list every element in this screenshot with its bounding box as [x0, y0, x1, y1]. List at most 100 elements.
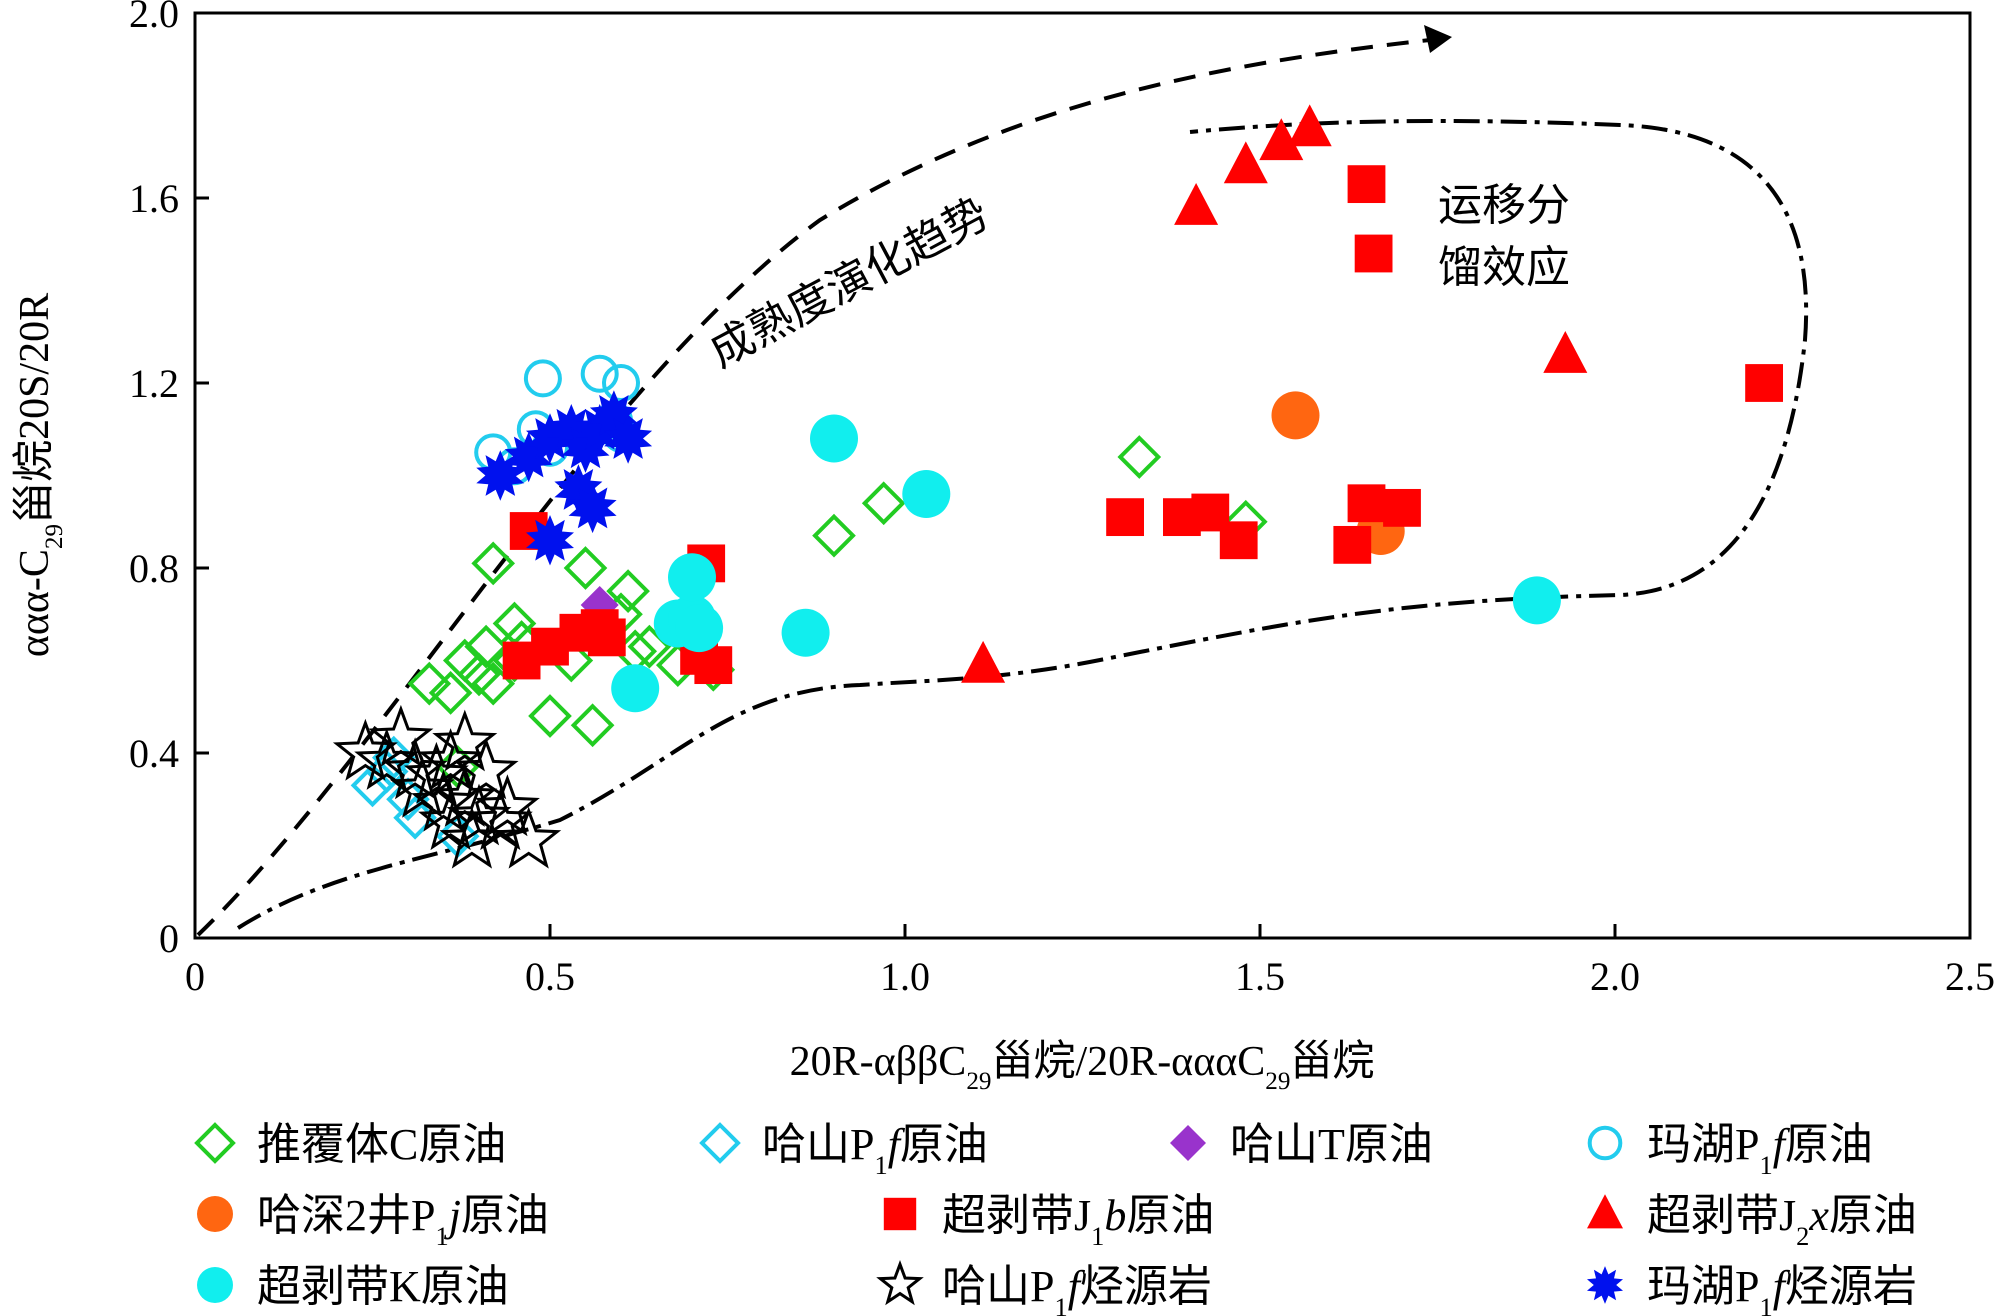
data-point — [1219, 521, 1258, 560]
data-point — [410, 769, 477, 832]
x-tick-label: 1.0 — [880, 954, 930, 999]
data-point — [902, 470, 951, 518]
data-point — [781, 608, 830, 657]
y-tick-label: 1.2 — [129, 361, 179, 406]
legend-marker — [699, 1122, 741, 1164]
data-point — [354, 728, 420, 790]
data-point — [471, 541, 516, 586]
legend-marker — [1587, 1125, 1623, 1161]
data-point — [523, 359, 562, 398]
data-point — [570, 703, 615, 748]
data-point — [474, 774, 540, 837]
maturity-trend-label: 成熟度演化趋势 — [702, 189, 997, 377]
data-point — [1745, 364, 1783, 402]
legend-label: 超剥带K原油 — [257, 1262, 509, 1311]
data-point — [1106, 498, 1144, 537]
data-point — [568, 482, 617, 534]
legend-marker — [197, 1267, 233, 1303]
data-point — [446, 783, 512, 846]
data-point — [602, 364, 640, 402]
data-point — [492, 601, 537, 646]
legend-marker — [876, 1260, 924, 1306]
data-point — [861, 481, 906, 526]
data-point — [528, 694, 572, 738]
legend-label: 哈山P1f原油 — [762, 1120, 988, 1180]
legend-marker — [1587, 1266, 1623, 1304]
data-point — [332, 718, 398, 781]
data-point — [382, 737, 448, 800]
data-point — [611, 664, 660, 713]
fractionation-envelope-line — [236, 118, 1809, 930]
legend-marker — [1587, 1194, 1623, 1229]
data-point — [428, 671, 473, 715]
maturity-trend-arrow-line — [196, 38, 1431, 937]
y-axis-label: ααα-C29甾烷20S/20R — [11, 293, 68, 657]
data-point — [1543, 331, 1588, 373]
data-point — [496, 806, 562, 869]
data-point — [1174, 183, 1219, 225]
data-point — [418, 728, 484, 790]
data-point — [1383, 488, 1421, 527]
data-point — [526, 515, 574, 566]
data-point — [453, 737, 519, 800]
x-tick-label: 0 — [185, 954, 205, 999]
data-point — [467, 788, 533, 851]
data-point — [1347, 484, 1386, 523]
data-points — [332, 104, 1783, 869]
data-point — [961, 640, 1006, 683]
data-point — [675, 604, 724, 653]
x-axis-ticks: 0 0.5 1.0 1.5 2.0 2.5 — [185, 924, 1995, 999]
data-point — [1512, 576, 1561, 625]
data-point — [1347, 165, 1386, 204]
x-tick-label: 2.5 — [1945, 954, 1995, 999]
y-tick-label: 0.4 — [129, 731, 179, 776]
y-tick-label: 1.6 — [129, 176, 179, 221]
y-tick-label: 0.8 — [129, 546, 179, 591]
y-axis-ticks: 0 0.4 0.8 1.2 1.6 2.0 — [129, 0, 209, 961]
data-point — [563, 546, 608, 590]
data-point — [464, 624, 508, 669]
data-point — [407, 661, 452, 706]
legend-label: 哈山P1f烃源岩 — [942, 1262, 1212, 1316]
data-point — [1333, 525, 1372, 564]
y-tick-label: 0 — [159, 916, 179, 961]
legend-label: 玛湖P1f原油 — [1647, 1120, 1873, 1180]
data-point — [1271, 391, 1320, 440]
y-tick-label: 2.0 — [129, 0, 179, 36]
data-point — [580, 354, 619, 393]
legend-marker — [197, 1196, 233, 1232]
x-tick-label: 1.5 — [1235, 954, 1285, 999]
data-point — [432, 765, 498, 827]
data-point — [1117, 435, 1162, 479]
maturity-trend-arrowhead — [1424, 25, 1452, 53]
legend-label: 哈深2井P1j原油 — [257, 1191, 549, 1251]
data-point — [1223, 141, 1268, 184]
data-point — [812, 513, 856, 558]
data-point — [587, 618, 626, 657]
data-point — [606, 569, 650, 613]
legend-label: 推覆体C原油 — [257, 1120, 506, 1169]
fractionation-label-line2: 馏效应 — [1438, 243, 1570, 292]
legend-label: 哈山T原油 — [1230, 1120, 1433, 1169]
data-point — [1287, 104, 1332, 147]
x-tick-label: 2.0 — [1590, 954, 1640, 999]
legend-label: 玛湖P1f烃源岩 — [1647, 1262, 1917, 1316]
legend-marker — [194, 1122, 236, 1164]
data-point — [810, 414, 858, 463]
data-point — [604, 413, 653, 464]
data-point — [350, 763, 395, 808]
fractionation-label-line1: 运移分 — [1438, 181, 1570, 230]
data-point — [1354, 234, 1393, 273]
x-axis-label: 20R-αββC29甾烷/20R-αααC29甾烷 — [790, 1038, 1375, 1095]
data-point — [1259, 118, 1304, 161]
data-point — [432, 709, 498, 772]
legend-marker — [1170, 1125, 1206, 1161]
legend-marker — [883, 1197, 917, 1231]
legend-label: 超剥带J2x原油 — [1647, 1191, 1917, 1251]
data-point — [668, 553, 716, 602]
data-point — [368, 704, 434, 767]
x-tick-label: 0.5 — [525, 954, 575, 999]
legend-label: 超剥带J1b原油 — [942, 1191, 1214, 1251]
